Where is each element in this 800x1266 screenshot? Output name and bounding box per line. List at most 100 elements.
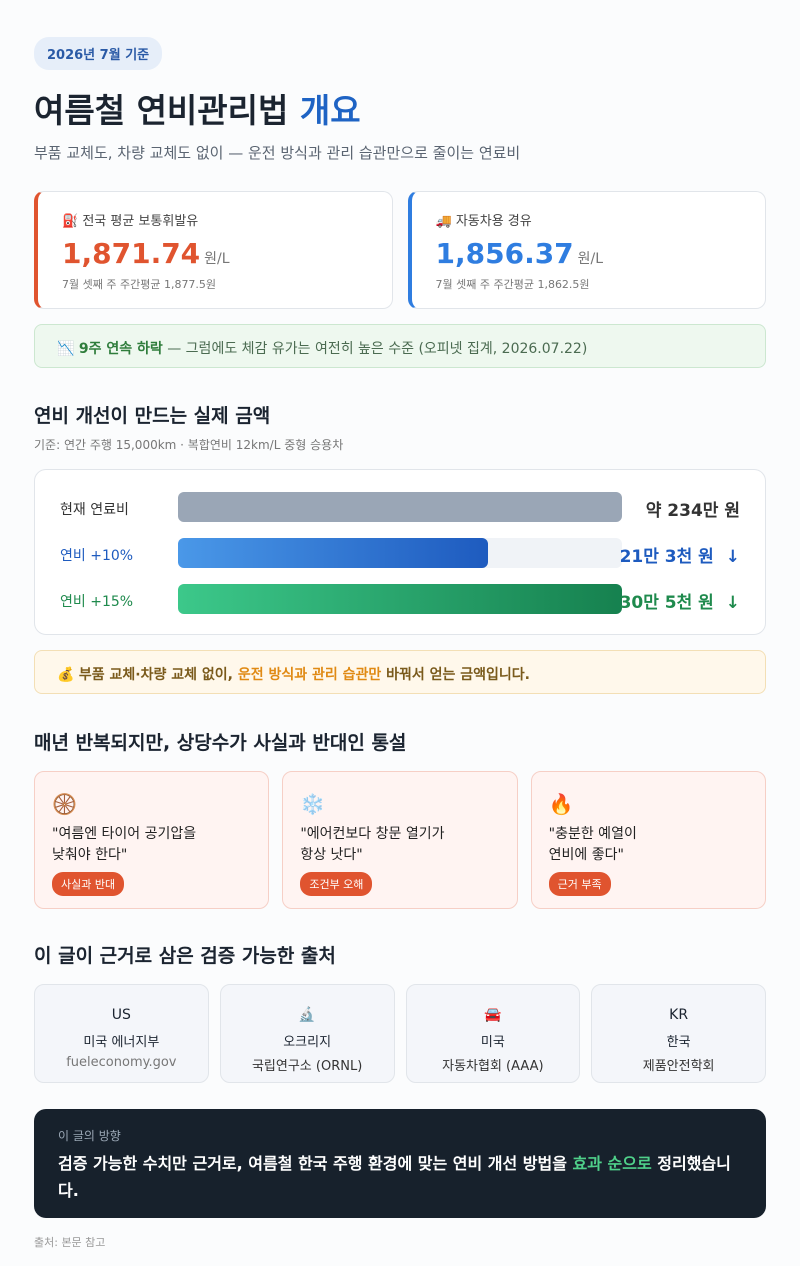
note-text: — 그럼에도 체감 유가는 여전히 높은 수준 (오피넷 집계, 2026.07…	[162, 341, 588, 357]
note-bold: 9주 연속 하락	[78, 341, 163, 357]
bar-track	[178, 584, 622, 614]
source-sub: 국립연구소 (ORNL)	[251, 1059, 363, 1074]
icon: 💰	[57, 667, 75, 683]
tag: 조건부 오해	[300, 872, 373, 896]
label: 전국 평균 보통휘발유	[82, 214, 199, 229]
subtitle: 부품 교체도, 차량 교체도 없이 — 운전 방식과 관리 습관만으로 줄이는 …	[34, 144, 521, 162]
icon: KR	[669, 1007, 689, 1023]
note-tail: 바꿔서 얻는 금액입니다.	[381, 667, 530, 683]
direction-box: 이 글의 방향 검증 가능한 수치만 근거로, 여름철 한국 주행 환경에 맞는…	[34, 1109, 766, 1218]
date-badge: 2026년 7월 기준	[34, 37, 163, 70]
source-sub: 제품안전학회	[642, 1059, 715, 1074]
price-card: ⛽ 전국 평균 보통휘발유 1,871.74 원/L 7월 셋째 주 주간평균 1,8…	[34, 191, 393, 309]
amount-label: 약 234만 원	[645, 501, 740, 521]
trend-note: 📉 9주 연속 하락 — 그럼에도 체감 유가는 여전히 높은 수준 (오피넷 …	[34, 324, 766, 368]
price: 1,871.74 원/L	[62, 237, 368, 270]
bar	[178, 538, 489, 568]
label: 자동차용 경유	[455, 214, 532, 229]
source-sub: 자동차협회 (AAA)	[442, 1059, 544, 1074]
savings-note: 💰 부품 교체·차량 교체 없이, 운전 방식과 관리 습관만 바꿔서 얻는 금…	[34, 650, 766, 694]
amount-label: 21만 3천 원	[619, 547, 714, 567]
price: 1,856.37 원/L	[436, 237, 742, 270]
price-note: 7월 셋째 주 주간평균 1,877.5원	[62, 278, 217, 291]
bar-label: 현재 연료비	[60, 502, 129, 518]
icon: 🔬	[298, 1007, 316, 1023]
quote-line: 낮춰야 한다"	[52, 847, 128, 863]
note-bold: 부품 교체·차량 교체 없이,	[78, 667, 238, 683]
tag: 사실과 반대	[52, 872, 125, 896]
icon: US	[111, 1007, 131, 1023]
price-label: 🚚 자동차용 경유	[436, 210, 742, 229]
price-value: 1,871.74	[62, 237, 201, 270]
unit: 원/L	[577, 251, 604, 267]
direction-label: 이 글의 방향	[58, 1129, 121, 1143]
text: 검증 가능한 수치만 근거로, 여름철 한국 주행 환경에 맞는 연비 개선 방…	[58, 1154, 573, 1173]
bar	[178, 584, 622, 614]
tail: 정리했습니다.	[58, 1154, 731, 1200]
source-name: 미국	[480, 1035, 505, 1050]
source-name: 오크리지	[283, 1035, 332, 1050]
bar-track	[178, 538, 622, 568]
title: 여름철 연비관리법 개요	[34, 84, 766, 132]
icon: ⛽	[62, 214, 79, 229]
icon: 📉	[57, 341, 75, 357]
price-value: 1,856.37	[435, 237, 574, 270]
section-title: 이 글이 근거로 삼은 검증 가능한 출처	[34, 945, 336, 967]
section-title: 연비 개선이 만드는 실제 금액	[34, 405, 271, 427]
title-highlight: 개요	[299, 91, 361, 130]
bar-value: 30만 5천 원 ↓	[620, 588, 740, 613]
bar-row: 연비 +15% 30만 5천 원 ↓	[60, 584, 740, 614]
bar-row: 현재 연료비 약 234만 원	[60, 492, 740, 522]
quote-line: "여름엔 타이어 공기압을	[52, 826, 197, 842]
bar-row: 연비 +10% 21만 3천 원 ↓	[60, 538, 740, 568]
icon: 🚘	[484, 1007, 502, 1023]
bar	[178, 492, 622, 522]
bar-label: 연비 +10%	[60, 548, 134, 564]
basis: 기준: 연간 주행 15,000km · 복합연비 12km/L 중형 승용차	[34, 438, 344, 452]
icon: 🛞	[52, 792, 77, 816]
trend: ↓	[725, 593, 740, 613]
tag: 근거 부족	[548, 872, 611, 896]
unit: 원/L	[204, 251, 230, 267]
bar-label: 연비 +15%	[60, 594, 134, 610]
source-sub: fueleconomy.gov	[66, 1055, 177, 1070]
quote-line: "에어컨보다 창문 열기가	[300, 826, 445, 842]
highlight: 효과 순으로	[572, 1154, 652, 1173]
price-note: 7월 셋째 주 주간평균 1,862.5원	[435, 278, 590, 291]
bar-value: 21만 3천 원 ↓	[620, 542, 740, 567]
price-card: 🚚 자동차용 경유 1,856.37 원/L 7월 셋째 주 주간평균 1,862.5…	[407, 191, 766, 309]
trend: ↓	[725, 547, 740, 567]
icon: ❄️	[300, 792, 326, 816]
source-name: 한국	[666, 1035, 691, 1050]
note-highlight: 운전 방식과 관리 습관만	[237, 667, 382, 683]
price-cards: ⛽ 전국 평균 보통휘발유 1,871.74 원/L 7월 셋째 주 주간평균 1,8…	[34, 191, 766, 309]
source-name: 미국 에너지부	[83, 1035, 160, 1050]
section-title: 매년 반복되지만, 상당수가 사실과 반대인 통설	[34, 732, 407, 754]
footer: 출처: 본문 참고	[34, 1236, 106, 1249]
direction-text: 검증 가능한 수치만 근거로, 여름철 한국 주행 환경에 맞는 연비 개선 방…	[58, 1150, 742, 1204]
icon: 🔥	[548, 792, 574, 816]
amount-label: 30만 5천 원	[619, 593, 714, 613]
quote-line: 항상 낫다"	[300, 847, 363, 863]
bar-value: 약 234만 원	[646, 496, 740, 521]
title-text: 여름철 연비관리법	[34, 91, 300, 130]
quote-line: "충분한 예열이	[548, 826, 637, 842]
quote-line: 연비에 좋다"	[548, 847, 624, 863]
icon: 🚚	[435, 214, 452, 229]
source-card: US 미국 에너지부 fueleconomy.gov	[34, 984, 209, 1083]
